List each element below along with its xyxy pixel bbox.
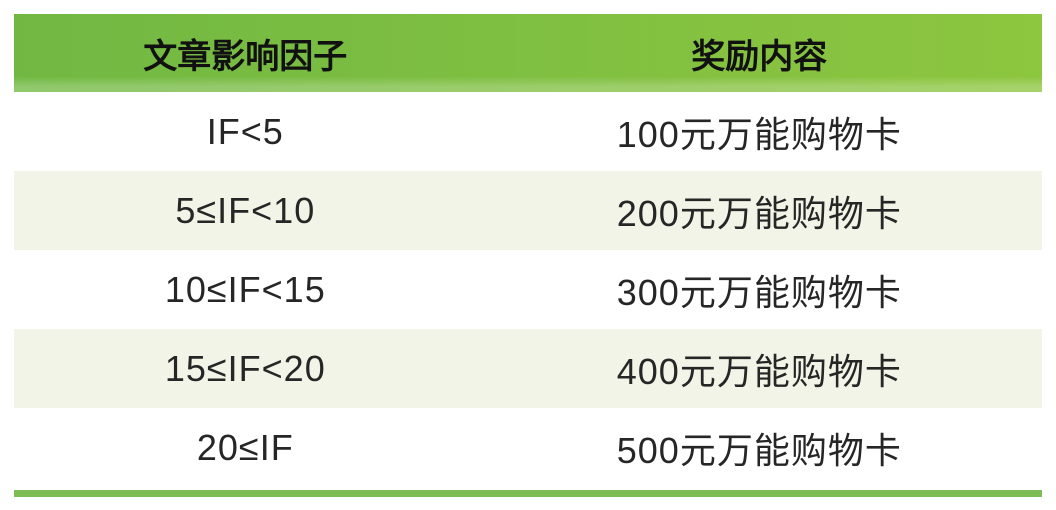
cell-reward: 400元万能购物卡 xyxy=(616,350,902,392)
header-impact-factor: 文章影响因子 xyxy=(143,37,348,76)
cell-reward: 500元万能购物卡 xyxy=(616,429,902,471)
cell-impact-factor: 5≤IF<10 xyxy=(175,189,316,231)
cell-reward: 200元万能购物卡 xyxy=(616,192,902,234)
reward-table: 文章影响因子 奖励内容 IF<5 100元万能购物卡 5≤IF<10 200元万… xyxy=(14,14,1042,497)
cell-impact-factor: 20≤IF xyxy=(196,426,294,468)
table-bottom-rule xyxy=(14,490,1042,497)
table-header-row: 文章影响因子 奖励内容 xyxy=(14,14,1042,92)
cell-impact-factor: IF<5 xyxy=(206,110,284,152)
table-row: 20≤IF 500元万能购物卡 xyxy=(14,408,1042,487)
table-row: 5≤IF<10 200元万能购物卡 xyxy=(14,171,1042,250)
header-reward-content: 奖励内容 xyxy=(691,37,828,76)
cell-impact-factor: 15≤IF<20 xyxy=(164,347,326,389)
table-row: 10≤IF<15 300元万能购物卡 xyxy=(14,250,1042,329)
cell-reward: 100元万能购物卡 xyxy=(616,113,902,155)
table-row: IF<5 100元万能购物卡 xyxy=(14,92,1042,171)
table-row: 15≤IF<20 400元万能购物卡 xyxy=(14,329,1042,408)
cell-impact-factor: 10≤IF<15 xyxy=(164,268,326,310)
cell-reward: 300元万能购物卡 xyxy=(616,271,902,313)
